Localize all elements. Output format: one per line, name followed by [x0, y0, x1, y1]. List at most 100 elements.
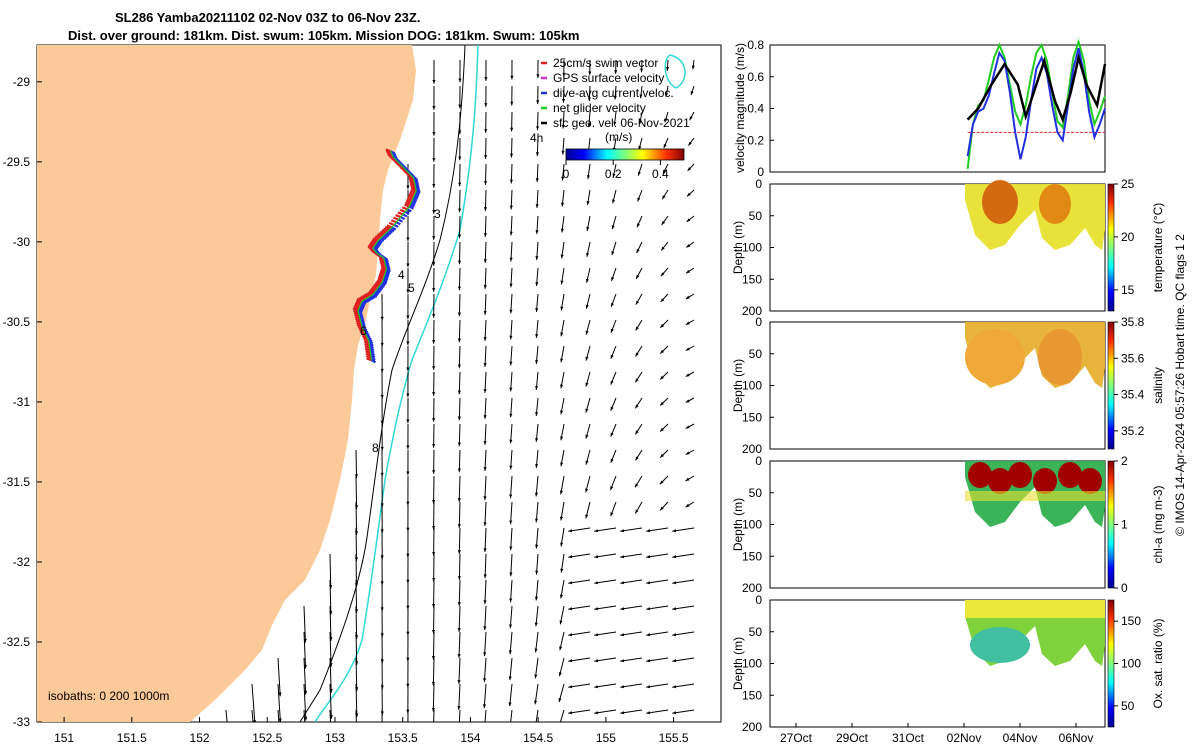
dive-avg-current-vector [377, 240, 383, 245]
dive-avg-current-vector [368, 342, 374, 347]
current-arrow-head [685, 347, 690, 351]
current-arrow-head [509, 179, 513, 184]
current-arrow-head [646, 659, 651, 663]
current-arrow-head [660, 401, 664, 406]
current-arrow-head [535, 438, 539, 442]
dive-avg-current-vector [378, 285, 384, 290]
section-y-tick-label: 150 [742, 272, 762, 286]
current-arrow-head [380, 472, 384, 477]
section-y-tick-label: 0 [755, 593, 762, 607]
current-arrow-head [510, 101, 514, 106]
map-x-tick-label: 152.5 [252, 731, 282, 745]
velocity-y-tick-label: 0 [757, 165, 764, 179]
current-arrow-head [457, 312, 462, 317]
current-arrow-head [535, 308, 539, 312]
swim-vector [356, 321, 362, 326]
swim-vector [365, 354, 372, 359]
section-ylabel: Depth (m) [731, 359, 745, 412]
current-arrow [303, 709, 306, 722]
swim-vector [371, 286, 377, 291]
map-x-tick-label: 153.5 [388, 731, 418, 745]
current-arrow-head [432, 499, 436, 504]
current-arrow-head [568, 555, 573, 559]
current-arrow-head [457, 524, 461, 528]
current-arrow-head [509, 465, 513, 470]
dive-avg-current-vector [395, 221, 401, 226]
current-arrow-head [457, 576, 461, 580]
land-mass [37, 45, 416, 722]
current-arrow-head [558, 672, 562, 677]
section-y-tick-label: 0 [755, 315, 762, 329]
oxygen-deep-band [970, 627, 1030, 663]
current-arrow-head [509, 153, 514, 158]
current-arrow-head [689, 116, 693, 121]
current-arrow-head [483, 415, 487, 419]
current-arrow [355, 631, 358, 666]
track-day-label: 3 [434, 207, 441, 221]
current-arrow [251, 683, 256, 722]
current-arrow-head [560, 254, 564, 259]
surface-current-arrows [225, 59, 695, 738]
current-arrow [458, 319, 461, 343]
current-arrow-head [691, 65, 695, 70]
current-arrow [432, 631, 435, 660]
swim-vector [366, 292, 372, 297]
velocity-y-tick-label: 0.6 [747, 70, 764, 84]
current-arrow-head [610, 354, 614, 359]
current-arrow-head [432, 470, 436, 474]
swim-vector [355, 319, 362, 324]
colorbar-tick-label: 0.4 [652, 167, 669, 181]
isobath-eddy-contour [664, 54, 686, 89]
current-arrow-head [614, 69, 618, 74]
current-arrow-head [509, 520, 513, 525]
current-arrow-head [635, 430, 639, 435]
map-y-tick-label: -30 [13, 235, 31, 249]
current-arrow-head [672, 555, 677, 559]
current-arrow [303, 631, 307, 669]
current-arrow-head [457, 468, 461, 473]
current-arrow-head [561, 202, 565, 207]
colorbar-ticks: 0 0.2 0.4 [563, 160, 669, 181]
current-arrow-head [510, 75, 514, 80]
current-arrow-head [588, 71, 592, 76]
current-arrow-head [639, 94, 643, 99]
copyright-note: © IMOS 14-Apr-2024 05:57:26 Hobart time.… [1173, 234, 1187, 536]
current-arrow-head [560, 568, 564, 573]
dive-avg-current-vector [410, 201, 416, 206]
dive-avg-current-vector [374, 290, 380, 295]
section-y-tick-label: 50 [749, 486, 763, 500]
dive-avg-current-vector [415, 189, 421, 194]
dive-avg-current-vector [408, 205, 414, 210]
current-arrow-head [586, 252, 590, 257]
current-arrow-head [560, 542, 564, 547]
current-arrow-head [686, 269, 691, 274]
current-arrow-head [534, 518, 539, 523]
dive-avg-current-vector [381, 236, 387, 241]
swim-vector [367, 291, 374, 296]
current-arrow-head [636, 249, 640, 254]
map-x-tick-label: 154.5 [523, 731, 553, 745]
current-arrow-head [509, 335, 513, 340]
current-arrow-head [635, 378, 639, 383]
current-arrow-head [663, 144, 667, 149]
current-arrow-head [560, 358, 564, 363]
current-arrow-head [457, 416, 461, 421]
current-arrow-head [406, 263, 410, 268]
swim-vector [377, 275, 384, 280]
warm-core [982, 180, 1018, 224]
current-arrow-head [432, 734, 435, 738]
swim-vector [360, 295, 367, 300]
current-arrow-head [458, 156, 462, 161]
dive-avg-current-vector [379, 237, 385, 242]
current-arrow-head [483, 285, 487, 289]
current-arrow-head [635, 456, 639, 461]
dive-avg-current-vector [377, 239, 383, 244]
current-arrow [484, 475, 487, 501]
swim-vector [368, 244, 374, 249]
current-arrow-head [685, 503, 690, 508]
current-arrow-head [458, 104, 462, 109]
swim-vector [409, 181, 416, 186]
